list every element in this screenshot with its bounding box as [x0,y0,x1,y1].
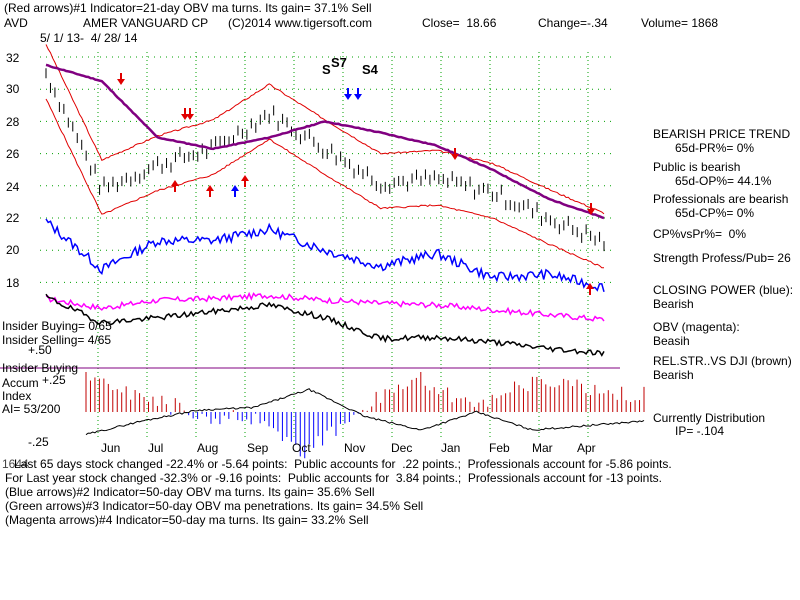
month-label-mar: Mar [532,441,553,455]
insider-selling-count: Insider Selling= 4/65 [2,333,112,347]
upper-band-line [45,44,605,215]
footer-line1: Last 65 days stock changed -22.4% or -5.… [14,457,672,471]
insider-buying-label: Insider Buying [2,361,79,375]
price-tick-26: 26 [6,147,20,161]
month-label-feb: Feb [489,441,510,455]
professionals-label: Professionals are bearish [653,192,789,206]
closing-power-value: Bearish [653,297,694,311]
ma50-line [45,63,605,220]
signal-s7: S7 [331,55,347,70]
relstr-line [45,293,605,357]
footer-line2: For Last year stock changed -32.3% or -9… [5,471,663,485]
price-tick-22: 22 [6,211,20,225]
symbol: AVD [4,16,28,30]
trend-title: BEARISH PRICE TREND [653,127,791,141]
signal-arrow [241,175,249,187]
signal-s4: S4 [362,62,378,77]
signal-arrow [117,73,125,85]
obv-label: OBV (magenta): [653,320,740,334]
signal-arrow [171,180,179,192]
signal-arrow [231,185,239,197]
header-line1: (Red arrows)#1 Indicator=21-day OBV ma t… [4,1,372,15]
month-label-oct: Oct [292,441,311,455]
footer-line4: (Green arrows)#3 Indicator=50-day OBV ma… [5,499,424,513]
month-label-aug: Aug [197,441,219,455]
close-value: Close= 18.66 [422,16,497,30]
pr-value: 65d-PR%= 0% [675,141,755,155]
signal-arrow [586,283,594,295]
signal-s-left: S [322,62,331,77]
strength-value: Strength Profess/Pub= 26 [653,251,791,265]
month-label-sep: Sep [247,441,269,455]
relstr-label: REL.STR..VS DJI (brown) [653,354,792,368]
insider-buying-count: Insider Buying= 0/65 [2,319,112,333]
obv-value: Beasih [653,334,690,348]
signal-arrow [186,108,194,120]
footer-line3: (Blue arrows)#2 Indicator=50-day OBV ma … [5,485,375,499]
month-label-nov: Nov [344,441,366,455]
price-tick-30: 30 [6,82,20,96]
accum-label: Accum [2,376,39,390]
price-tick-24: 24 [6,180,20,194]
op-value: 65d-OP%= 44.1% [675,174,772,188]
change-value: Change=-.34 [538,16,608,30]
relstr-value: Bearish [653,368,694,382]
company-name: AMER VANGUARD CP [83,16,209,30]
volume-value: Volume= 1868 [641,16,719,30]
price-tick-32: 32 [6,51,20,65]
cp-value: 65d-CP%= 0% [675,206,755,220]
signal-arrow [344,88,352,100]
accum-minus25: -.25 [28,435,49,449]
closing-power-line [45,218,605,293]
accum-ma-line [85,388,645,436]
month-label-jul: Jul [148,441,164,455]
footer-overlap: 1644 [2,457,29,471]
closing-power-label: CLOSING POWER (blue): [653,283,794,297]
date-range: 5/ 1/ 13- 4/ 28/ 14 [40,31,138,45]
signal-arrow [587,203,595,215]
price-tick-20: 20 [6,243,20,257]
obv-line [45,291,605,322]
signal-arrow [206,185,214,197]
ip-value: IP= -.104 [675,424,725,438]
price-tick-18: 18 [6,276,20,290]
distribution-label: Currently Distribution [653,411,766,425]
lower-band-line [45,98,604,269]
price-tick-28: 28 [6,115,20,129]
accum-plus50: +.50 [28,343,52,357]
month-label-dec: Dec [391,441,413,455]
public-label: Public is bearish [653,160,741,174]
copyright: (C)2014 www.tigersoft.com [228,16,373,30]
signal-arrow [181,108,189,120]
index-label: Index [2,389,32,403]
month-label-jun: Jun [101,441,121,455]
signal-arrow [354,88,362,100]
accum-plus25: +.25 [42,373,66,387]
cpvspr-value: CP%vsPr%= 0% [653,227,747,241]
footer-line5: (Magenta arrows)#4 Indicator=50-day ma t… [5,513,369,527]
signal-arrow [451,148,459,160]
month-label-apr: Apr [577,441,596,455]
month-label-jan: Jan [441,441,461,455]
ai-value: AI= 53/200 [2,402,61,416]
